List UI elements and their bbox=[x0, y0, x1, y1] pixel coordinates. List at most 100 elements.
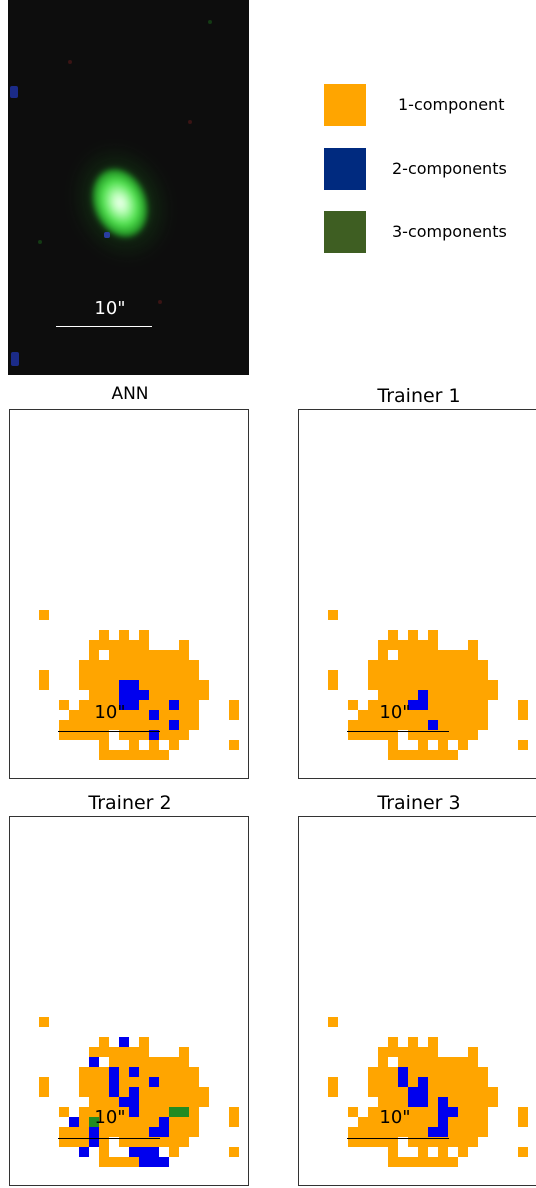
pixel-1-component bbox=[388, 660, 398, 670]
pixel-1-component bbox=[99, 630, 109, 640]
pixel-1-component bbox=[189, 1127, 199, 1137]
pixel-1-component bbox=[448, 1077, 458, 1087]
pixel-1-component bbox=[139, 750, 149, 760]
panel-title-ann: ANN bbox=[111, 384, 149, 404]
pixel-1-component bbox=[169, 1127, 179, 1137]
pixel-1-component bbox=[189, 660, 199, 670]
pixel-1-component bbox=[149, 680, 159, 690]
pixel-1-component bbox=[418, 1067, 428, 1077]
pixel-1-component bbox=[139, 1077, 149, 1087]
pixel-1-component bbox=[428, 730, 438, 740]
pixel-1-component bbox=[388, 680, 398, 690]
pixel-1-component bbox=[428, 1157, 438, 1167]
pixel-1-component bbox=[358, 1117, 368, 1127]
pixel-1-component bbox=[388, 750, 398, 760]
pixel-1-component bbox=[428, 650, 438, 660]
pixel-2-components bbox=[408, 1087, 418, 1097]
pixel-1-component bbox=[129, 1127, 139, 1137]
pixel-1-component bbox=[159, 750, 169, 760]
pixel-1-component bbox=[398, 1157, 408, 1167]
pixel-1-component bbox=[378, 670, 388, 680]
pixel-1-component bbox=[458, 1087, 468, 1097]
pixel-1-component bbox=[189, 680, 199, 690]
pixel-2-components bbox=[149, 730, 159, 740]
pixel-2-components bbox=[408, 1097, 418, 1107]
classification-map bbox=[39, 1017, 239, 1167]
pixel-1-component bbox=[398, 1097, 408, 1107]
pixel-1-component bbox=[229, 740, 239, 750]
pixel-1-component bbox=[478, 1107, 488, 1117]
pixel-1-component bbox=[179, 720, 189, 730]
pixel-1-component bbox=[468, 1097, 478, 1107]
pixel-1-component bbox=[468, 730, 478, 740]
pixel-2-components bbox=[139, 1147, 149, 1157]
pixel-1-component bbox=[139, 1067, 149, 1077]
pixel-1-component bbox=[518, 1117, 528, 1127]
pixel-1-component bbox=[378, 1087, 388, 1097]
panel-title-trainer-1: Trainer 1 bbox=[377, 385, 461, 407]
pixel-1-component bbox=[79, 670, 89, 680]
pixel-1-component bbox=[129, 1047, 139, 1057]
pixel-1-component bbox=[109, 700, 119, 710]
pixel-1-component bbox=[119, 730, 129, 740]
pixel-1-component bbox=[99, 680, 109, 690]
pixel-2-components bbox=[418, 1077, 428, 1087]
pixel-1-component bbox=[468, 680, 478, 690]
pixel-2-components bbox=[169, 700, 179, 710]
panel-scale-bar bbox=[58, 731, 160, 732]
pixel-1-component bbox=[418, 1137, 428, 1147]
pixel-1-component bbox=[448, 1067, 458, 1077]
pixel-2-components bbox=[129, 1147, 139, 1157]
pixel-1-component bbox=[149, 1057, 159, 1067]
pixel-1-component bbox=[388, 690, 398, 700]
pixel-1-component bbox=[109, 1127, 119, 1137]
pixel-1-component bbox=[398, 660, 408, 670]
pixel-1-component bbox=[388, 1157, 398, 1167]
pixel-1-component bbox=[478, 680, 488, 690]
pixel-1-component bbox=[428, 680, 438, 690]
pixel-1-component bbox=[378, 640, 388, 650]
pixel-1-component bbox=[328, 670, 338, 680]
pixel-1-component bbox=[119, 1047, 129, 1057]
image-speck bbox=[208, 20, 212, 24]
pixel-1-component bbox=[408, 730, 418, 740]
pixel-2-components bbox=[129, 1097, 139, 1107]
pixel-2-components bbox=[149, 1157, 159, 1167]
pixel-1-component bbox=[438, 730, 448, 740]
pixel-1-component bbox=[368, 730, 378, 740]
pixel-1-component bbox=[368, 700, 378, 710]
pixel-1-component bbox=[169, 670, 179, 680]
pixel-1-component bbox=[418, 640, 428, 650]
image-speck bbox=[38, 240, 42, 244]
pixel-1-component bbox=[119, 1157, 129, 1167]
pixel-1-component bbox=[448, 1157, 458, 1167]
pixel-1-component bbox=[179, 670, 189, 680]
pixel-2-components bbox=[129, 1107, 139, 1117]
pixel-1-component bbox=[458, 1137, 468, 1147]
pixel-1-component bbox=[428, 670, 438, 680]
pixel-1-component bbox=[438, 670, 448, 680]
panel-scale-label: 10" bbox=[94, 702, 126, 723]
pixel-1-component bbox=[99, 710, 109, 720]
pixel-1-component bbox=[448, 1057, 458, 1067]
pixel-1-component bbox=[378, 1117, 388, 1127]
pixel-1-component bbox=[99, 740, 109, 750]
pixel-1-component bbox=[89, 1087, 99, 1097]
pixel-1-component bbox=[428, 1057, 438, 1067]
pixel-1-component bbox=[378, 1107, 388, 1117]
panel-scale-bar bbox=[58, 1138, 160, 1139]
pixel-1-component bbox=[368, 1087, 378, 1097]
pixel-1-component bbox=[99, 1147, 109, 1157]
pixel-1-component bbox=[189, 720, 199, 730]
pixel-1-component bbox=[448, 1087, 458, 1097]
pixel-1-component bbox=[468, 1117, 478, 1127]
pixel-1-component bbox=[99, 750, 109, 760]
pixel-1-component bbox=[388, 1147, 398, 1157]
pixel-1-component bbox=[478, 700, 488, 710]
pixel-1-component bbox=[89, 690, 99, 700]
pixel-1-component bbox=[418, 650, 428, 660]
pixel-1-component bbox=[139, 670, 149, 680]
legend-swatch-green bbox=[324, 211, 366, 253]
pixel-1-component bbox=[119, 640, 129, 650]
pixel-1-component bbox=[408, 720, 418, 730]
